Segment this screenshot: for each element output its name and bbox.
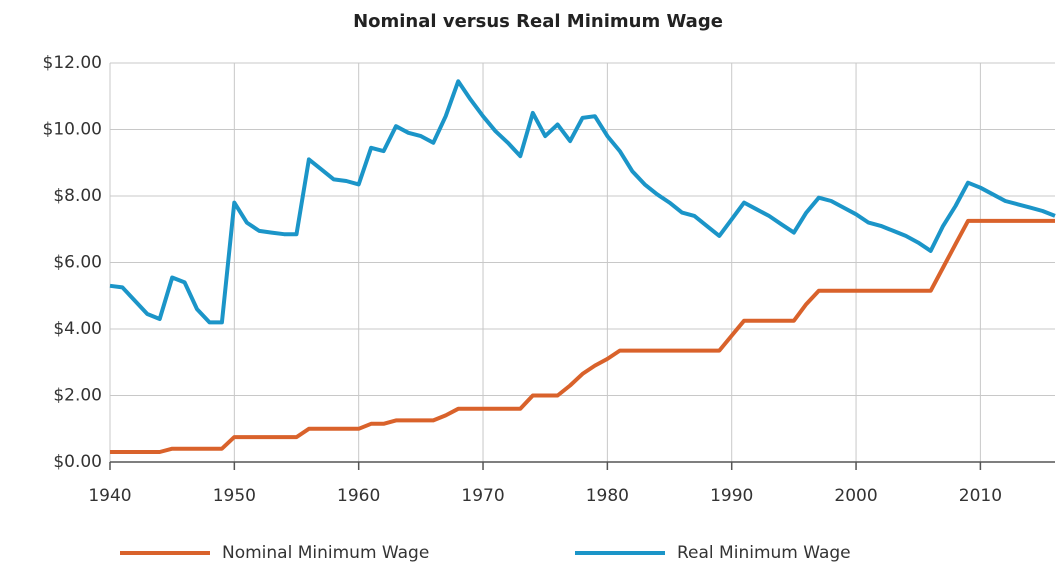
y-tick-label: $4.00 [53,319,102,339]
x-tick-label: 1990 [710,486,753,506]
data-line [109,79,1056,325]
y-tick-label: $2.00 [53,386,102,406]
x-tick-label: 2000 [834,486,877,506]
y-tick-label: $6.00 [53,253,102,273]
y-tick-label: $8.00 [53,186,102,206]
y-tick-label: $10.00 [43,120,102,140]
x-tick-label: 1980 [586,486,629,506]
x-tick-label: 1960 [337,486,380,506]
x-tick-label: 1950 [213,486,256,506]
x-tick-label: 2010 [959,486,1002,506]
x-tick-label: 1970 [461,486,504,506]
data-line [110,218,1055,454]
chart-title: Nominal versus Real Minimum Wage [353,11,723,32]
y-tick-label: $12.00 [43,53,102,73]
x-tick-label: 1940 [88,486,131,506]
y-tick-label: $0.00 [53,452,102,472]
legend-label: Nominal Minimum Wage [222,543,429,563]
legend-label: Real Minimum Wage [677,543,851,563]
